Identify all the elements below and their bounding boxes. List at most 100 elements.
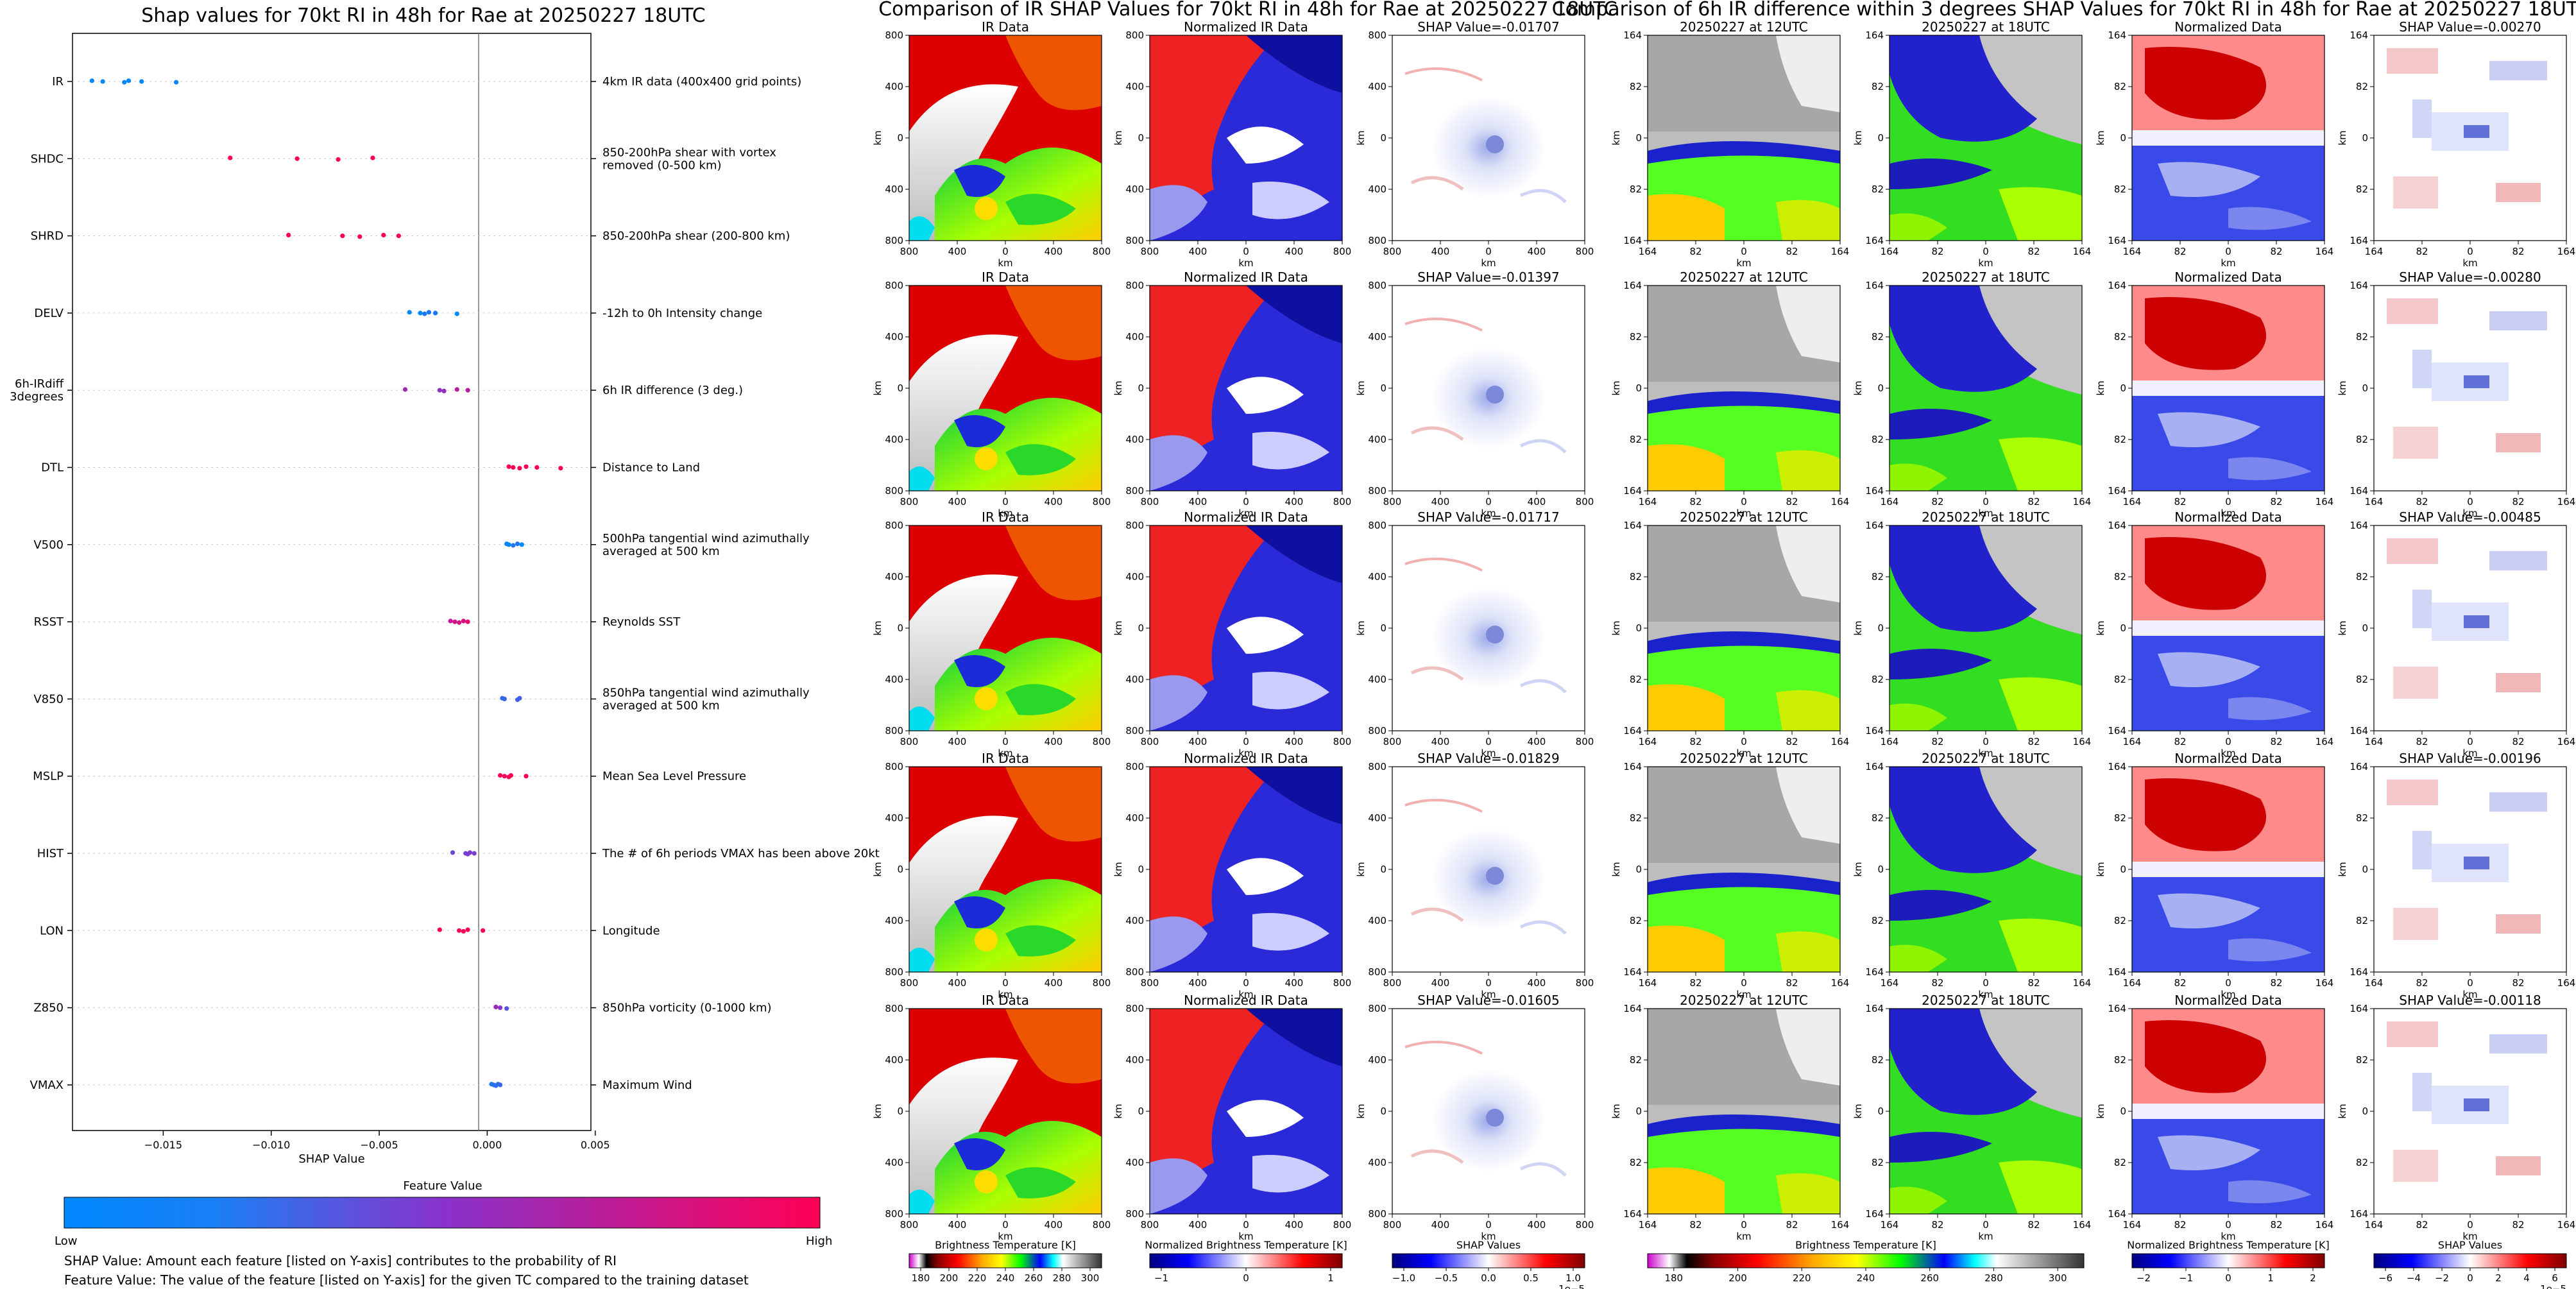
x-tick-label: 800 [1141, 246, 1159, 257]
y-tick-label: 800 [885, 520, 903, 531]
y-tick-label: 0 [1877, 1105, 1884, 1117]
shap-point [126, 78, 132, 83]
y-axis-label: km [872, 130, 883, 145]
panel-image [1889, 286, 2082, 491]
x-axis-label: km [1978, 1231, 1993, 1242]
x-tick-label: 164 [2365, 977, 2384, 989]
panel-ir-shap: SHAP Value=-0.01605800800400400004004008… [1355, 993, 1594, 1242]
shap-point [370, 155, 375, 160]
y-tick-label: 164 [2108, 966, 2126, 978]
x-tick-label: 164 [1881, 1219, 1899, 1231]
x-tick-label: 82 [2270, 246, 2282, 257]
x-tick-label: 164 [2073, 977, 2092, 989]
y-axis-label: km [1113, 1104, 1124, 1118]
x-tick-label: 800 [1576, 736, 1594, 747]
x-axis-label: km [1736, 257, 1751, 269]
shap-point [461, 928, 466, 934]
x-axis-label: km [2221, 989, 2235, 1000]
y-tick-label: 400 [1368, 1054, 1386, 1066]
x-axis-label: km [1238, 1231, 1253, 1242]
x-tick-label: 164 [2365, 1219, 2384, 1231]
y-tick-label: 0 [1380, 1105, 1386, 1117]
y-tick-label: 82 [1630, 1157, 1642, 1168]
panel-image [909, 525, 1102, 731]
colorbar-strip [2131, 1253, 2325, 1268]
x-tick-label: 400 [1189, 1219, 1207, 1231]
y-tick-label: 400 [1368, 434, 1386, 445]
x-axis-label: km [1238, 989, 1253, 1000]
panel-image [2374, 286, 2566, 491]
y-tick-label: 82 [2114, 184, 2126, 195]
colorbar-label: Brightness Temperature [K] [1795, 1239, 1936, 1251]
shap-point [122, 80, 127, 85]
feature-name: HIST [37, 847, 64, 860]
x-tick-label: 800 [1576, 246, 1594, 257]
colorbar-tick-label: 260 [1920, 1272, 1939, 1284]
x-tick-label: 164 [2123, 1219, 2142, 1231]
shap-point [515, 542, 520, 547]
x-tick-label: 164 [1831, 1219, 1850, 1231]
ir-section-title: Comparison of IR SHAP Values for 70kt RI… [878, 0, 1617, 21]
x-tick-label: 0 [1243, 1219, 1249, 1231]
x-tick-label: 800 [900, 246, 919, 257]
y-axis-label: km [1113, 380, 1124, 395]
y-tick-label: 0 [2120, 1105, 2126, 1117]
panel-ir-18utc: 20250227 at 18UTC1641648282008282164164k… [1852, 269, 2091, 519]
x-tick-label: 400 [1285, 736, 1304, 747]
panel-title: SHAP Value=-0.00196 [2399, 751, 2541, 766]
x-axis-label: km [1481, 1231, 1496, 1242]
y-tick-label: 164 [2108, 761, 2126, 773]
panel-ir-18utc: 20250227 at 18UTC1641648282008282164164k… [1852, 19, 2091, 269]
y-tick-label: 400 [1125, 674, 1144, 685]
y-axis-label: km [1852, 380, 1864, 395]
y-tick-label: 800 [885, 485, 903, 497]
shap-point [534, 465, 540, 470]
x-tick-label: 82 [2174, 246, 2186, 257]
x-tick-label: 82 [2512, 246, 2524, 257]
colorbar-2: SHAP Values −1.0 −0.5 0.0 0.5 1.01e−5 [1392, 1239, 1585, 1289]
feature-name: IR [52, 75, 64, 89]
x-tick-label: 800 [1141, 496, 1159, 508]
y-tick-label: 800 [1125, 30, 1144, 41]
x-tick-label: 0 [1243, 496, 1249, 508]
x-axis-label: km [998, 1231, 1012, 1242]
panel-image [2132, 767, 2324, 972]
x-tick-label: 82 [2416, 1219, 2428, 1231]
y-tick-label: 164 [1623, 1003, 1642, 1014]
y-axis-label: km [1610, 1104, 1622, 1118]
x-tick-label: 400 [948, 736, 967, 747]
colorbar-tick-label: 260 [1025, 1272, 1043, 1284]
x-tick-label: 82 [2512, 736, 2524, 747]
feature-description: 850hPa vorticity (0-1000 km) [602, 1002, 772, 1015]
y-axis-label: km [872, 862, 883, 876]
x-tick-label: 0 [1983, 977, 1989, 989]
x-tick-label: 82 [2512, 496, 2524, 508]
x-axis-label: km [998, 989, 1012, 1000]
panel-image [2132, 1009, 2324, 1214]
shap-point [511, 543, 516, 548]
y-tick-label: 0 [2362, 1105, 2368, 1117]
panel-title: 20250227 at 18UTC [1922, 19, 2050, 35]
panel-title: Normalized IR Data [1184, 751, 1308, 766]
x-tick-label: 800 [900, 1219, 919, 1231]
y-tick-label: 800 [1368, 280, 1386, 291]
x-axis-label: km [2221, 1231, 2235, 1242]
feature-description-line: averaged at 500 km [602, 699, 720, 712]
y-tick-label: 800 [1125, 1003, 1144, 1014]
y-tick-label: 164 [2108, 1208, 2126, 1220]
y-tick-label: 0 [897, 622, 903, 634]
colorbar-tick-label: −6 [2378, 1272, 2393, 1284]
x-tick-label: 800 [1383, 977, 1402, 989]
shap-point [174, 80, 179, 85]
y-tick-label: 164 [1623, 485, 1642, 497]
x-tick-label: 82 [1689, 1219, 1702, 1231]
panel-image [909, 767, 1102, 972]
y-tick-label: 0 [897, 132, 903, 144]
shap-axes-frame [72, 33, 592, 1131]
feature-description: Reynolds SST [602, 615, 681, 629]
colorbar-label: Normalized Brightness Temperature [K] [1145, 1239, 1347, 1251]
x-tick-label: 164 [2557, 1219, 2576, 1231]
colorbar-tick-label: 1.0 [1565, 1272, 1581, 1284]
